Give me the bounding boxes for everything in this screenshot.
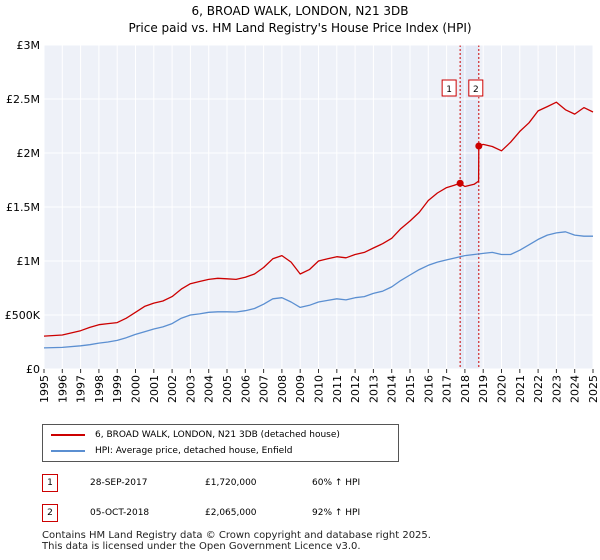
legend-swatch-house bbox=[51, 433, 85, 436]
x-tick-label: 2012 bbox=[349, 375, 362, 403]
sale-number-marker: 2 bbox=[468, 79, 484, 97]
transaction-marker: 2 bbox=[42, 504, 58, 522]
sale-number-box bbox=[468, 79, 484, 97]
x-tick-label: 2007 bbox=[258, 375, 271, 403]
x-tick-label: 1995 bbox=[38, 375, 51, 403]
x-tick-label: 2010 bbox=[313, 375, 326, 403]
x-tick-label: 2004 bbox=[203, 375, 216, 403]
x-tick-label: 2022 bbox=[532, 375, 545, 403]
x-tick-label: 2023 bbox=[550, 375, 563, 403]
x-tick-label: 2008 bbox=[276, 375, 289, 403]
x-tick-label: 2009 bbox=[294, 375, 307, 403]
x-tick-label: 2020 bbox=[496, 375, 509, 403]
transaction-date: 05-OCT-2018 bbox=[90, 508, 150, 518]
y-tick-label: £3M bbox=[17, 39, 41, 52]
y-tick-label: £500K bbox=[5, 309, 41, 322]
chart-subtitle: Price paid vs. HM Land Registry's House … bbox=[128, 21, 472, 35]
x-tick-label: 2024 bbox=[569, 375, 582, 403]
x-tick-label: 1998 bbox=[93, 375, 106, 403]
x-tick-label: 2017 bbox=[441, 375, 454, 403]
x-tick-label: 2002 bbox=[166, 375, 179, 403]
y-tick-label: £1.5M bbox=[6, 201, 40, 214]
y-tick-label: £0 bbox=[26, 363, 40, 376]
y-tick-label: £2.5M bbox=[6, 93, 40, 106]
transaction-marker: 1 bbox=[42, 474, 58, 492]
transaction-hpi: 92% ↑ HPI bbox=[312, 508, 361, 518]
x-tick-label: 1997 bbox=[75, 375, 88, 403]
x-tick-label: 2006 bbox=[239, 375, 252, 403]
x-tick-label: 1999 bbox=[111, 375, 124, 403]
x-tick-label: 2000 bbox=[130, 375, 143, 403]
x-tick-label: 2013 bbox=[367, 375, 380, 403]
x-tick-label: 2019 bbox=[477, 375, 490, 403]
series-line-hpi bbox=[43, 231, 593, 349]
legend-item-hpi: HPI: Average price, detached house, Enfi… bbox=[51, 444, 292, 458]
transaction-date: 28-SEP-2017 bbox=[90, 478, 148, 488]
sale-number-label: 1 bbox=[446, 85, 452, 95]
footer: Contains HM Land Registry data © Crown c… bbox=[42, 530, 431, 552]
sale-number-box bbox=[441, 79, 457, 97]
chart-title: 6, BROAD WALK, LONDON, N21 3DB Price pai… bbox=[0, 3, 600, 37]
footer-copyright: Contains HM Land Registry data © Crown c… bbox=[42, 530, 431, 541]
x-tick-label: 2015 bbox=[404, 375, 417, 403]
x-tick-label: 2005 bbox=[221, 375, 234, 403]
price-chart: 1 2 £0 £500K £1M £1.5M £2M £2.5M £3M 1995 1996 19… bbox=[5, 39, 600, 403]
transaction-price: £1,720,000 bbox=[205, 478, 257, 488]
chart-title-main: 6, BROAD WALK, LONDON, N21 3DB bbox=[191, 4, 409, 18]
x-tick-label: 2003 bbox=[184, 375, 197, 403]
y-tick-label: £2M bbox=[17, 147, 41, 160]
legend-swatch-hpi bbox=[51, 449, 85, 452]
legend-item-house: 6, BROAD WALK, LONDON, N21 3DB (detached… bbox=[51, 428, 340, 442]
legend-label-hpi: HPI: Average price, detached house, Enfi… bbox=[95, 446, 293, 456]
sale-point bbox=[475, 142, 483, 150]
transaction-hpi: 60% ↑ HPI bbox=[312, 478, 361, 488]
x-tick-label: 2001 bbox=[148, 375, 161, 403]
legend: 6, BROAD WALK, LONDON, N21 3DB (detached… bbox=[42, 424, 399, 462]
y-tick-label: £1M bbox=[17, 255, 41, 268]
footer-licence: This data is licensed under the Open Gov… bbox=[42, 541, 361, 552]
sale-number-marker: 1 bbox=[441, 79, 457, 97]
x-tick-label: 2025 bbox=[587, 375, 600, 403]
series-line-house bbox=[43, 101, 594, 337]
legend-label-house: 6, BROAD WALK, LONDON, N21 3DB (detached… bbox=[95, 430, 340, 440]
x-tick-label: 1996 bbox=[56, 375, 69, 403]
x-tick-label: 2014 bbox=[386, 375, 399, 403]
transaction-price: £2,065,000 bbox=[205, 508, 257, 518]
x-tick-label: 2011 bbox=[331, 375, 344, 403]
x-tick-label: 2016 bbox=[422, 375, 435, 403]
sale-point bbox=[456, 179, 464, 187]
x-tick-label: 2018 bbox=[459, 375, 472, 403]
sale-number-label: 2 bbox=[473, 85, 479, 95]
x-tick-label: 2021 bbox=[514, 375, 527, 403]
